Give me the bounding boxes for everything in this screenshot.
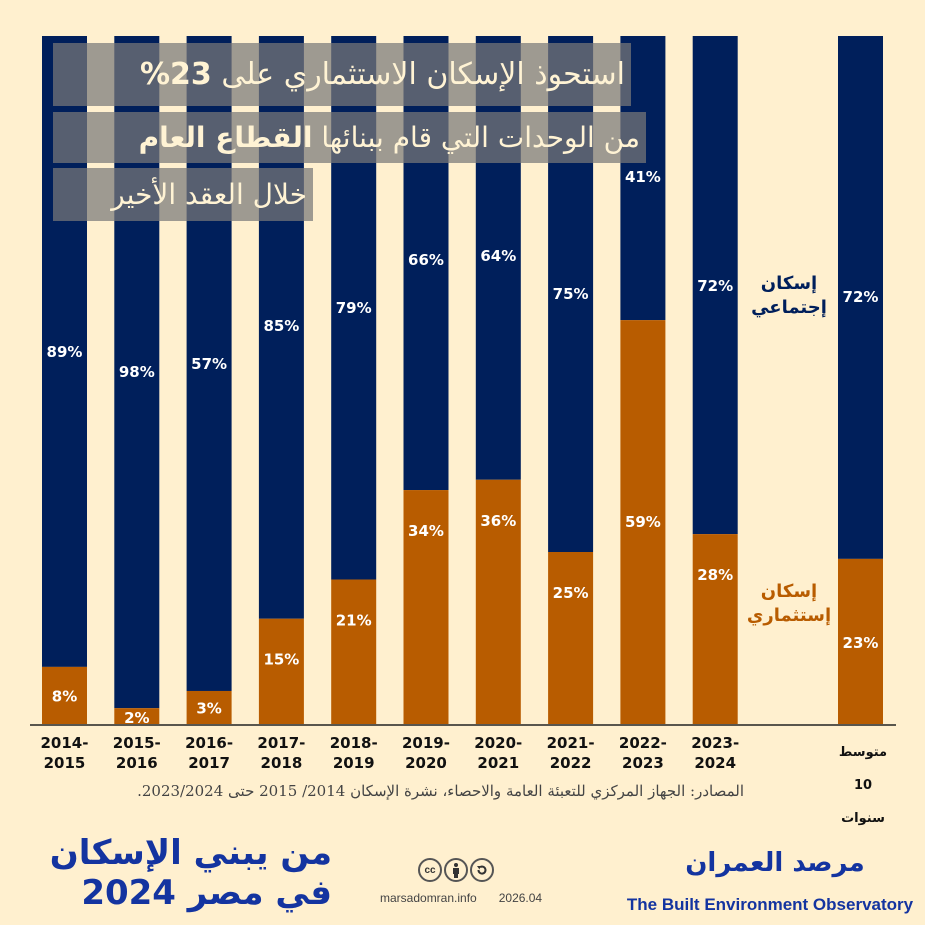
org-logo-arabic: مرصد العمران	[685, 848, 865, 878]
share-alike-icon	[470, 858, 494, 882]
data-label-investment: 28%	[697, 566, 733, 584]
bar-investment-housing	[838, 558, 883, 724]
report-title: من يبني الإسكان في مصر 2024	[49, 833, 332, 913]
data-label-investment: 34%	[408, 522, 444, 540]
x-tick-label: 2024	[694, 754, 736, 772]
data-label-social: 79%	[336, 299, 372, 317]
bar-investment-housing	[403, 490, 449, 724]
data-label-investment: 59%	[625, 513, 661, 531]
data-label-social: 57%	[191, 355, 227, 373]
bar-investment-housing	[620, 320, 666, 724]
data-label-social: 85%	[263, 317, 299, 335]
cc-icon: cc	[418, 858, 442, 882]
headline-line-1: استحوذ الإسكان الاستثماري على 23%	[53, 43, 631, 106]
source-note: المصادر: الجهاز المركزي للتعبئة العامة و…	[137, 782, 744, 800]
x-tick-label: 2018	[261, 754, 303, 772]
bar-social-housing	[692, 36, 738, 535]
bar-investment-housing	[548, 552, 594, 724]
headline-line-3: خلال العقد الأخير	[53, 168, 313, 221]
x-tick-label: 2020-	[474, 734, 522, 752]
legend-social-housing: إسكان إجتماعي	[751, 273, 827, 318]
x-tick-label: 2021	[477, 754, 519, 772]
org-name-english: The Built Environment Observatory	[626, 895, 914, 914]
data-label-investment: 15%	[263, 651, 299, 669]
x-tick-label: 2022	[550, 754, 592, 772]
attribution-icon	[444, 858, 468, 882]
data-label-social: 66%	[408, 251, 444, 269]
bar-social-housing	[475, 36, 521, 480]
bar-investment-housing	[331, 579, 377, 724]
data-label-social: 98%	[119, 363, 155, 381]
site-url[interactable]: marsadomran.info	[380, 891, 477, 905]
x-tick-label: 2019	[333, 754, 375, 772]
data-label-investment: 2%	[124, 709, 149, 727]
data-label-investment: 23%	[843, 634, 879, 652]
bar-investment-housing	[692, 534, 738, 724]
publish-date: 2026.04	[498, 891, 543, 905]
data-label-social: 89%	[47, 343, 83, 361]
data-label-social: 64%	[480, 247, 516, 265]
bar-social-housing	[403, 36, 449, 491]
x-tick-label: 2016-	[185, 734, 233, 752]
x-tick-label: 2017-	[257, 734, 305, 752]
bar-investment-housing	[114, 708, 160, 724]
bar-investment-housing	[475, 479, 521, 724]
legend-investment-housing: إسكان إستثماري	[746, 581, 832, 626]
average-category-label: متوسط 10 سنوات	[838, 745, 888, 826]
headline-line-2: من الوحدات التي قام ببنائها القطاع العام	[53, 112, 646, 163]
bar-investment-housing	[186, 690, 232, 724]
x-tick-label: 2020	[405, 754, 447, 772]
data-label-investment: 3%	[196, 699, 221, 717]
x-tick-label: 2021-	[547, 734, 595, 752]
bar-investment-housing	[42, 666, 87, 724]
data-label-social: 41%	[625, 168, 661, 186]
x-tick-label: 2022-	[619, 734, 667, 752]
x-tick-label: 2019-	[402, 734, 450, 752]
data-label-social: 72%	[843, 288, 879, 306]
bar-social-housing	[838, 36, 883, 559]
x-tick-label: 2014-	[41, 734, 89, 752]
data-label-investment: 8%	[52, 687, 77, 705]
x-tick-label: 2017	[188, 754, 230, 772]
x-tick-label: 2023-	[691, 734, 739, 752]
x-tick-label: 2015	[44, 754, 86, 772]
x-tick-label: 2023	[622, 754, 664, 772]
bar-investment-housing	[258, 618, 304, 724]
data-label-investment: 21%	[336, 612, 372, 630]
data-label-investment: 25%	[553, 584, 589, 602]
data-label-social: 72%	[697, 277, 733, 295]
data-label-social: 75%	[553, 285, 589, 303]
license-badges: cc	[418, 858, 494, 882]
x-tick-label: 2016	[116, 754, 158, 772]
site-and-date: marsadomran.info 2026.04	[380, 891, 542, 905]
data-label-investment: 36%	[480, 512, 516, 530]
x-tick-label: 2018-	[330, 734, 378, 752]
x-tick-label: 2015-	[113, 734, 161, 752]
